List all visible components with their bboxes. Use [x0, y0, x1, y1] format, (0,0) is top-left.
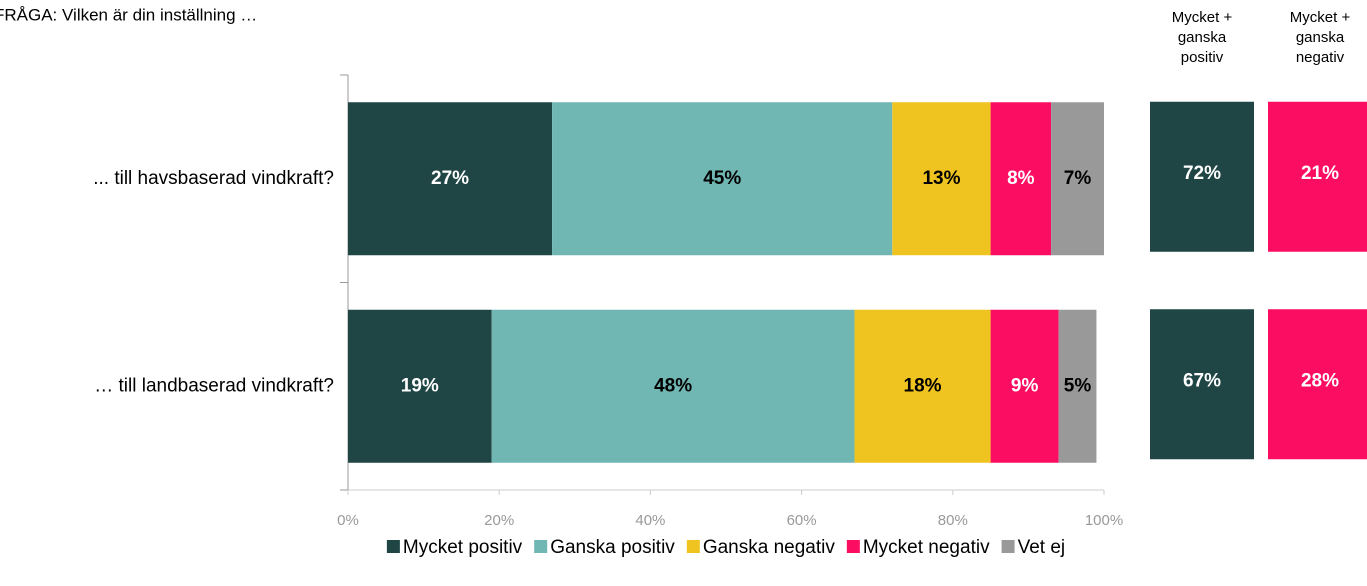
- data-label: 5%: [1064, 375, 1092, 396]
- legend-label: Ganska positiv: [550, 537, 675, 558]
- legend-label: Mycket negativ: [863, 537, 990, 558]
- x-tick-label: 40%: [635, 512, 665, 529]
- x-tick-label: 100%: [1085, 512, 1123, 529]
- bar-segment: [1058, 309, 1097, 463]
- legend-label: Vet ej: [1018, 537, 1066, 558]
- data-label: 48%: [654, 375, 692, 396]
- legend-swatch: [846, 540, 860, 553]
- data-label: 8%: [1007, 168, 1035, 189]
- legend-swatch: [386, 540, 400, 553]
- bar-segment: [892, 102, 991, 256]
- summary-box: [1268, 309, 1367, 460]
- x-tick-label: 0%: [337, 512, 359, 529]
- bar-segment: [990, 309, 1059, 463]
- data-label: 18%: [904, 375, 942, 396]
- summary-label: 67%: [1183, 370, 1221, 391]
- legend-label: Ganska negativ: [703, 537, 836, 558]
- summary-label: 72%: [1183, 163, 1221, 184]
- summary-label: 28%: [1301, 370, 1339, 391]
- y-tick-label: … till landbaserad vindkraft?: [94, 375, 334, 396]
- legend: Mycket positiv Ganska positiv Ganska negat…: [386, 537, 1066, 558]
- summary-box: [1150, 101, 1254, 252]
- data-label: 19%: [401, 375, 439, 396]
- summary-header: Mycket + ganska positiv: [1171, 9, 1233, 66]
- bar-segment: [348, 309, 492, 463]
- y-tick-label: ... till havsbaserad vindkraft?: [93, 168, 334, 189]
- bar-segment: [552, 102, 893, 256]
- legend-label: Mycket positiv: [403, 537, 523, 558]
- x-tick-label: 60%: [787, 512, 817, 529]
- summary-header: Mycket + ganska negativ: [1289, 9, 1351, 66]
- data-label: 27%: [431, 168, 469, 189]
- summary-box: [1150, 309, 1254, 460]
- bar-segment: [348, 102, 553, 256]
- x-tick-label: 80%: [938, 512, 968, 529]
- bar-segment: [990, 102, 1052, 256]
- legend-swatch: [686, 540, 700, 553]
- data-label: 9%: [1011, 375, 1039, 396]
- data-label: 7%: [1064, 168, 1092, 189]
- data-label: 45%: [703, 168, 741, 189]
- bar-segment: [1051, 102, 1104, 256]
- summary-box: [1268, 101, 1367, 252]
- legend-swatch: [1001, 540, 1015, 553]
- x-tick-label: 20%: [484, 512, 514, 529]
- bar-segment: [854, 309, 991, 463]
- data-label: 13%: [922, 168, 960, 189]
- summary-label: 21%: [1301, 163, 1339, 184]
- chart-title: FRÅGA: Vilken är din inställning …: [0, 5, 257, 24]
- legend-swatch: [534, 540, 548, 553]
- bar-segment: [491, 309, 855, 463]
